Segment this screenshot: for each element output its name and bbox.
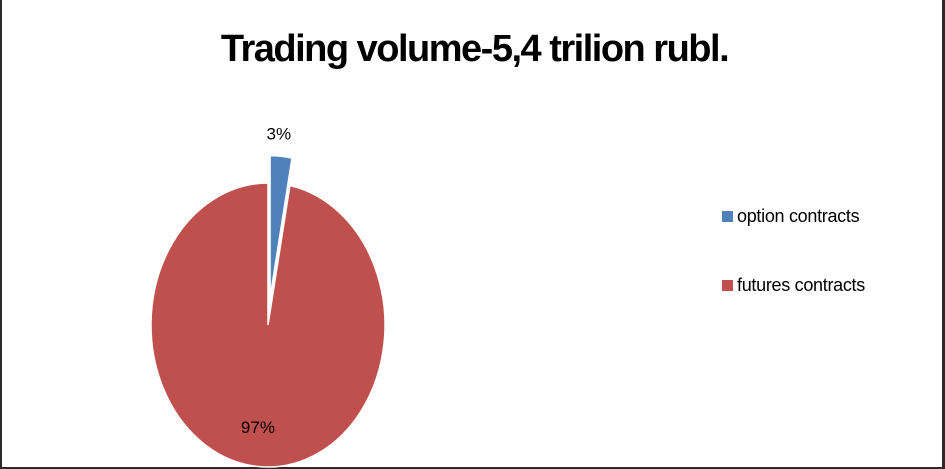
data-label-option-contracts: 3% <box>267 124 292 143</box>
pie-slice-option-contracts <box>269 154 293 298</box>
legend-swatch-futures-contracts <box>722 280 733 291</box>
pie-slice-futures-contracts <box>150 182 386 468</box>
legend-swatch-option-contracts <box>722 211 733 222</box>
chart-title: Trading volume-5,4 trilion rubl. <box>220 28 730 70</box>
data-label-futures-contracts: 97% <box>241 418 275 437</box>
legend-label-option-contracts: option contracts <box>737 206 860 226</box>
legend-label-futures-contracts: futures contracts <box>737 275 865 295</box>
legend-item-option-contracts: option contracts <box>722 206 860 227</box>
legend-item-futures-contracts: futures contracts <box>722 275 865 296</box>
